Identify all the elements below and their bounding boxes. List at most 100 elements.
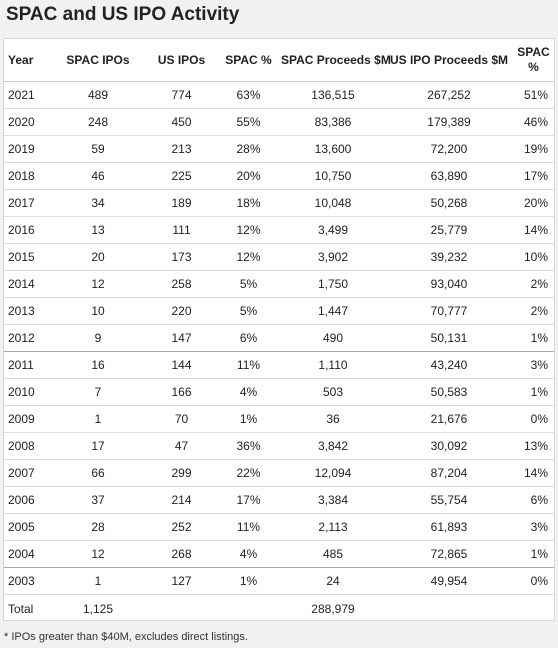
- cell-us-ipos: 268: [147, 540, 216, 568]
- cell-spac-proceeds-pct: 17%: [513, 162, 554, 190]
- cell-spac-proceeds-pct: 1%: [513, 540, 554, 568]
- total-label: Total: [8, 601, 34, 616]
- table-row: 2006 37 214 17% 3,384 55,754 6%: [4, 486, 554, 514]
- cell-us-ipo-proceeds: 179,389: [385, 108, 513, 136]
- table-row: 2017 34 189 18% 10,048 50,268 20%: [4, 189, 554, 217]
- column-header-spac-pct: SPAC %: [216, 39, 281, 82]
- cell-spac-proceeds: 36: [281, 405, 385, 433]
- table-row: 2005 28 252 11% 2,113 61,893 3%: [4, 513, 554, 541]
- table-row: 2012 9 147 6% 490 50,131 1%: [4, 324, 554, 352]
- cell-us-ipo-proceeds: 39,232: [385, 243, 513, 271]
- cell-spac-proceeds-pct: 51%: [513, 81, 554, 109]
- cell-spac-proceeds-pct: 3%: [513, 513, 554, 541]
- cell-spac-proceeds: 1,750: [281, 270, 385, 298]
- cell-spac-proceeds-pct: 3%: [513, 351, 554, 379]
- cell-year: 2004: [4, 540, 49, 568]
- cell-us-ipos: 144: [147, 351, 216, 379]
- cell-us-ipos: 450: [147, 108, 216, 136]
- total-proceeds-pct-empty: [513, 595, 554, 623]
- cell-us-ipos: 127: [147, 567, 216, 595]
- table-row: 2009 1 70 1% 36 21,676 0%: [4, 405, 554, 433]
- cell-spac-pct: 20%: [216, 162, 281, 190]
- cell-year: 2017: [4, 189, 49, 217]
- cell-us-ipos: 213: [147, 135, 216, 163]
- cell-spac-ipos: 59: [49, 135, 147, 163]
- cell-spac-proceeds-pct: 13%: [513, 432, 554, 460]
- column-header-us-ipo-proceeds: US IPO Proceeds $M: [385, 39, 513, 82]
- cell-us-ipo-proceeds: 63,890: [385, 162, 513, 190]
- cell-year: 2013: [4, 297, 49, 325]
- cell-spac-ipos: 28: [49, 513, 147, 541]
- cell-year: 2009: [4, 405, 49, 433]
- cell-spac-proceeds: 3,902: [281, 243, 385, 271]
- cell-spac-ipos: 17: [49, 432, 147, 460]
- cell-spac-proceeds: 3,384: [281, 486, 385, 514]
- table-total-row: Total 1,125 288,979: [4, 595, 554, 623]
- cell-spac-proceeds-pct: 1%: [513, 324, 554, 352]
- cell-us-ipos: 258: [147, 270, 216, 298]
- table-row: 2013 10 220 5% 1,447 70,777 2%: [4, 297, 554, 325]
- cell-us-ipo-proceeds: 70,777: [385, 297, 513, 325]
- cell-year: 2014: [4, 270, 49, 298]
- cell-spac-proceeds: 3,499: [281, 216, 385, 244]
- cell-us-ipo-proceeds: 50,131: [385, 324, 513, 352]
- cell-spac-proceeds: 10,750: [281, 162, 385, 190]
- cell-spac-ipos: 12: [49, 540, 147, 568]
- cell-us-ipos: 166: [147, 378, 216, 406]
- column-header-spac-proceeds: SPAC Proceeds $M: [281, 39, 391, 82]
- column-header-us-ipos: US IPOs: [147, 39, 216, 82]
- table-row: 2019 59 213 28% 13,600 72,200 19%: [4, 135, 554, 163]
- cell-us-ipos: 189: [147, 189, 216, 217]
- table-row: 2014 12 258 5% 1,750 93,040 2%: [4, 270, 554, 298]
- cell-spac-proceeds: 485: [281, 540, 385, 568]
- cell-spac-proceeds: 12,094: [281, 459, 385, 487]
- cell-year: 2007: [4, 459, 49, 487]
- cell-spac-ipos: 13: [49, 216, 147, 244]
- cell-spac-pct: 28%: [216, 135, 281, 163]
- cell-spac-ipos: 1: [49, 567, 147, 595]
- cell-us-ipo-proceeds: 72,200: [385, 135, 513, 163]
- cell-year: 2008: [4, 432, 49, 460]
- table-row: 2008 17 47 36% 3,842 30,092 13%: [4, 432, 554, 460]
- cell-us-ipo-proceeds: 93,040: [385, 270, 513, 298]
- table-row: 2016 13 111 12% 3,499 25,779 14%: [4, 216, 554, 244]
- cell-us-ipo-proceeds: 61,893: [385, 513, 513, 541]
- cell-year: 2006: [4, 486, 49, 514]
- ipo-activity-table: Year SPAC IPOs US IPOs SPAC % SPAC Proce…: [4, 39, 554, 622]
- cell-year: 2016: [4, 216, 49, 244]
- cell-us-ipo-proceeds: 55,754: [385, 486, 513, 514]
- cell-spac-pct: 5%: [216, 297, 281, 325]
- cell-us-ipo-proceeds: 25,779: [385, 216, 513, 244]
- cell-spac-pct: 63%: [216, 81, 281, 109]
- cell-year: 2012: [4, 324, 49, 352]
- page-title: SPAC and US IPO Activity: [6, 4, 240, 25]
- cell-spac-ipos: 37: [49, 486, 147, 514]
- table-row: 2010 7 166 4% 503 50,583 1%: [4, 378, 554, 406]
- cell-spac-pct: 17%: [216, 486, 281, 514]
- cell-spac-proceeds: 10,048: [281, 189, 385, 217]
- column-header-year: Year: [4, 39, 49, 82]
- cell-us-ipos: 70: [147, 405, 216, 433]
- cell-spac-pct: 18%: [216, 189, 281, 217]
- cell-spac-proceeds: 13,600: [281, 135, 385, 163]
- cell-spac-ipos: 489: [49, 81, 147, 109]
- cell-us-ipo-proceeds: 50,268: [385, 189, 513, 217]
- cell-spac-pct: 1%: [216, 567, 281, 595]
- cell-spac-proceeds: 136,515: [281, 81, 385, 109]
- cell-spac-ipos: 34: [49, 189, 147, 217]
- table-row: 2004 12 268 4% 485 72,865 1%: [4, 540, 554, 568]
- cell-year: 2005: [4, 513, 49, 541]
- cell-us-ipos: 214: [147, 486, 216, 514]
- cell-spac-proceeds-pct: 1%: [513, 378, 554, 406]
- cell-spac-ipos: 16: [49, 351, 147, 379]
- cell-us-ipos: 299: [147, 459, 216, 487]
- cell-us-ipos: 220: [147, 297, 216, 325]
- cell-spac-proceeds-pct: 46%: [513, 108, 554, 136]
- cell-us-ipo-proceeds: 21,676: [385, 405, 513, 433]
- cell-spac-pct: 55%: [216, 108, 281, 136]
- table-row: 2018 46 225 20% 10,750 63,890 17%: [4, 162, 554, 190]
- cell-spac-pct: 22%: [216, 459, 281, 487]
- cell-year: 2003: [4, 567, 49, 595]
- cell-spac-proceeds: 1,110: [281, 351, 385, 379]
- cell-spac-proceeds-pct: 20%: [513, 189, 554, 217]
